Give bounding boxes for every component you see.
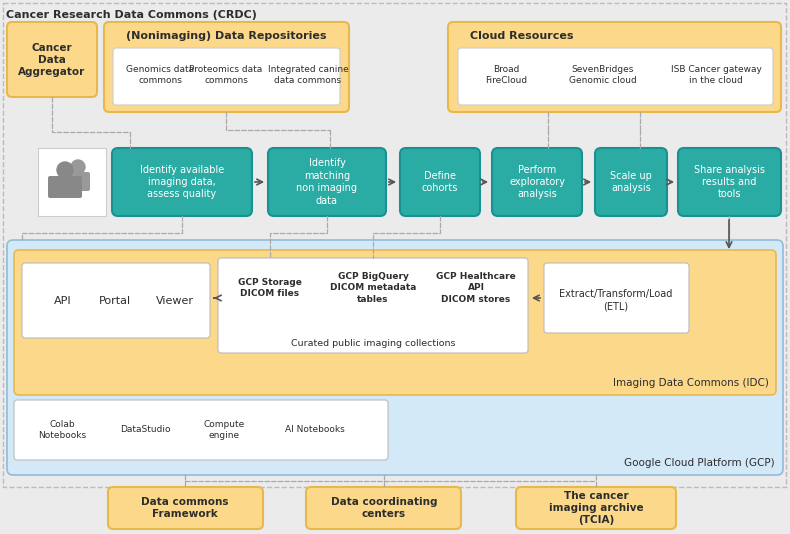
Text: Data commons
Framework: Data commons Framework: [141, 497, 229, 519]
FancyBboxPatch shape: [62, 172, 90, 191]
FancyBboxPatch shape: [218, 258, 528, 353]
Text: Cancer Research Data Commons (CRDC): Cancer Research Data Commons (CRDC): [6, 10, 257, 20]
FancyBboxPatch shape: [113, 48, 340, 105]
FancyBboxPatch shape: [48, 176, 82, 198]
Text: Integrated canine
data commons: Integrated canine data commons: [268, 65, 348, 85]
Text: GCP Storage
DICOM files: GCP Storage DICOM files: [238, 278, 302, 298]
FancyBboxPatch shape: [112, 148, 252, 216]
FancyBboxPatch shape: [595, 148, 667, 216]
Text: GCP BigQuery
DICOM metadata
tables: GCP BigQuery DICOM metadata tables: [329, 272, 416, 304]
Text: GCP Healthcare
API
DICOM stores: GCP Healthcare API DICOM stores: [436, 272, 516, 304]
FancyBboxPatch shape: [14, 400, 388, 460]
FancyBboxPatch shape: [516, 487, 676, 529]
Text: Curated public imaging collections: Curated public imaging collections: [291, 339, 455, 348]
FancyBboxPatch shape: [678, 148, 781, 216]
Text: Identify available
imaging data,
assess quality: Identify available imaging data, assess …: [140, 164, 224, 199]
Text: Define
cohorts: Define cohorts: [422, 171, 458, 193]
FancyBboxPatch shape: [544, 263, 689, 333]
Text: Proteomics data
commons: Proteomics data commons: [190, 65, 262, 85]
Text: Viewer: Viewer: [156, 296, 194, 306]
FancyBboxPatch shape: [448, 22, 781, 112]
Text: Share analysis
results and
tools: Share analysis results and tools: [694, 164, 765, 199]
Text: ISB Cancer gateway
in the cloud: ISB Cancer gateway in the cloud: [671, 65, 762, 85]
Text: Imaging Data Commons (IDC): Imaging Data Commons (IDC): [613, 378, 769, 388]
Text: Broad
FireCloud: Broad FireCloud: [485, 65, 527, 85]
FancyBboxPatch shape: [268, 148, 386, 216]
FancyBboxPatch shape: [492, 148, 582, 216]
Text: Perform
exploratory
analysis: Perform exploratory analysis: [509, 164, 565, 199]
Text: Identify
matching
non imaging
data: Identify matching non imaging data: [296, 159, 358, 206]
Circle shape: [57, 162, 73, 178]
Text: Google Cloud Platform (GCP): Google Cloud Platform (GCP): [624, 458, 775, 468]
Text: AI Notebooks: AI Notebooks: [285, 426, 345, 435]
Text: Data coordinating
centers: Data coordinating centers: [331, 497, 437, 519]
FancyBboxPatch shape: [7, 240, 783, 475]
Text: Scale up
analysis: Scale up analysis: [610, 171, 652, 193]
FancyBboxPatch shape: [458, 48, 773, 105]
Text: SevenBridges
Genomic cloud: SevenBridges Genomic cloud: [569, 65, 637, 85]
Circle shape: [71, 160, 85, 174]
Text: Colab
Notebooks: Colab Notebooks: [38, 420, 86, 440]
FancyBboxPatch shape: [7, 22, 97, 97]
FancyBboxPatch shape: [400, 148, 480, 216]
Text: Cancer
Data
Aggregator: Cancer Data Aggregator: [18, 43, 85, 77]
Text: API: API: [55, 296, 72, 306]
FancyBboxPatch shape: [108, 487, 263, 529]
FancyBboxPatch shape: [104, 22, 349, 112]
Text: The cancer
imaging archive
(TCIA): The cancer imaging archive (TCIA): [549, 491, 643, 525]
Text: DataStudio: DataStudio: [120, 426, 171, 435]
Text: Cloud Resources: Cloud Resources: [470, 31, 574, 41]
Text: (Nonimaging) Data Repositories: (Nonimaging) Data Repositories: [126, 31, 326, 41]
Text: Genomics data
commons: Genomics data commons: [126, 65, 194, 85]
Text: Extract/Transform/Load
(ETL): Extract/Transform/Load (ETL): [559, 289, 673, 311]
Text: Compute
engine: Compute engine: [203, 420, 245, 440]
Text: Portal: Portal: [99, 296, 131, 306]
FancyBboxPatch shape: [14, 250, 776, 395]
FancyBboxPatch shape: [306, 487, 461, 529]
Bar: [38, 148, 106, 216]
FancyBboxPatch shape: [22, 263, 210, 338]
